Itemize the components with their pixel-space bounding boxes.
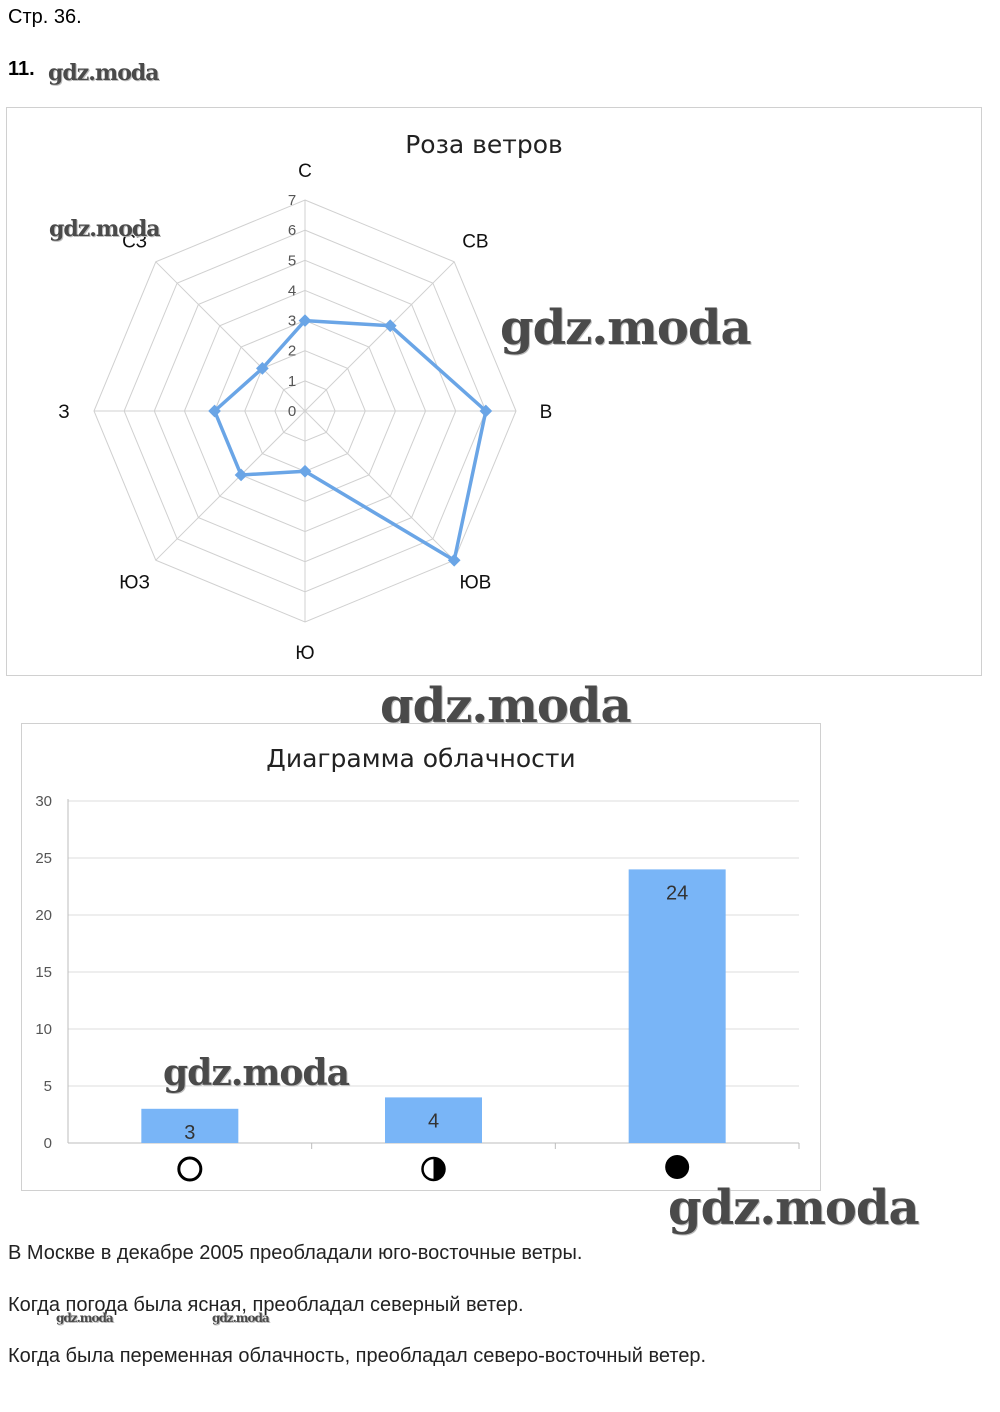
watermark: gdz.moda bbox=[48, 60, 160, 86]
radar-axis-line bbox=[155, 410, 306, 561]
radar-data-point bbox=[383, 319, 397, 333]
watermark: gdz.moda bbox=[56, 1311, 114, 1325]
bar-y-tick-label: 30 bbox=[35, 793, 52, 810]
watermark: gdz.moda bbox=[163, 1052, 350, 1094]
task-number: 11. bbox=[8, 58, 35, 80]
radar-tick-label: 4 bbox=[288, 282, 296, 299]
radar-chart: 0 1 2 3 4 5 6 7 С СВ В ЮВ Ю ЮЗ З СЗ bbox=[58, 161, 552, 664]
conclusion-line-2: Когда погода была ясная, преобладал севе… bbox=[8, 1294, 524, 1316]
conclusion-line-1: В Москве в декабре 2005 преобладали юго-… bbox=[8, 1242, 583, 1264]
radar-tick-labels: 0 1 2 3 4 5 6 7 bbox=[288, 192, 296, 420]
partly-cloudy-icon-half bbox=[433, 1158, 445, 1180]
radar-category-label: В bbox=[540, 402, 553, 423]
bar bbox=[628, 869, 726, 1143]
radar-tick-label: 2 bbox=[288, 343, 296, 360]
radar-category-label: ЮЗ bbox=[119, 572, 150, 593]
page-label: Стр. 36. bbox=[8, 6, 82, 28]
radar-axis-line bbox=[304, 410, 455, 561]
clear-sky-icon bbox=[177, 1156, 203, 1182]
bar-y-tick-labels: 0 5 10 15 20 25 30 bbox=[35, 793, 52, 1152]
radar-category-label: СЗ bbox=[122, 232, 147, 253]
bar-y-tick-label: 20 bbox=[35, 907, 52, 924]
bar-chart-title: Диаграмма облачности bbox=[266, 744, 576, 773]
bar bbox=[385, 1097, 482, 1143]
radar-tick-label: 1 bbox=[288, 373, 296, 390]
bar-chart-frame: Диаграмма облачности 0 5 10 15 20 25 30 3 4 24 bbox=[21, 723, 821, 1191]
bar-data-label: 4 bbox=[428, 1110, 439, 1132]
watermark: gdz.moda bbox=[500, 300, 752, 356]
radar-category-label: С bbox=[298, 161, 312, 182]
watermark: gdz.moda bbox=[212, 1311, 270, 1325]
watermark: gdz.moda bbox=[668, 1180, 920, 1236]
bar-data-label: 3 bbox=[184, 1122, 195, 1144]
bar bbox=[141, 1108, 239, 1143]
radar-data-point bbox=[256, 362, 269, 375]
watermark: gdz.moda bbox=[49, 216, 161, 242]
bar-data-label: 24 bbox=[666, 882, 688, 904]
bar-y-tick-label: 10 bbox=[35, 1021, 52, 1038]
radar-data-point bbox=[479, 404, 493, 418]
radar-data-point bbox=[298, 464, 312, 478]
radar-category-label: Ю bbox=[295, 643, 314, 664]
radar-tick-label: 0 bbox=[288, 403, 296, 420]
radar-data-point bbox=[234, 468, 248, 482]
bar-chart: 0 5 10 15 20 25 30 3 4 24 bbox=[35, 793, 800, 1182]
radar-tick-label: 3 bbox=[288, 313, 296, 330]
bar-y-tick-label: 5 bbox=[44, 1078, 52, 1095]
radar-category-label: ЮВ bbox=[459, 572, 491, 593]
radar-grid bbox=[93, 199, 517, 623]
bar-data-labels: 3 4 24 bbox=[184, 882, 688, 1143]
radar-series-line bbox=[212, 318, 488, 562]
bar-y-tick-label: 0 bbox=[44, 1135, 52, 1152]
radar-category-label: СВ bbox=[462, 232, 488, 253]
radar-tick-label: 7 bbox=[288, 192, 296, 209]
overcast-icon bbox=[665, 1155, 690, 1179]
radar-axis-line bbox=[155, 261, 306, 412]
bar-y-tick-label: 15 bbox=[35, 964, 52, 981]
radar-category-label: З bbox=[58, 402, 69, 423]
radar-data-point bbox=[208, 404, 221, 418]
bar-y-tick-label: 25 bbox=[35, 850, 52, 867]
conclusion-line-3: Когда была переменная облачность, преобл… bbox=[8, 1345, 707, 1367]
radar-tick-label: 5 bbox=[288, 252, 296, 269]
radar-axis-line bbox=[304, 261, 455, 412]
radar-series bbox=[208, 314, 493, 567]
radar-category-labels: С СВ В ЮВ Ю ЮЗ З СЗ bbox=[58, 161, 552, 664]
radar-data-point bbox=[298, 314, 312, 327]
bar-series bbox=[141, 869, 726, 1143]
bar-category-icons bbox=[177, 1155, 690, 1182]
radar-chart-frame: Роза ветров 0 1 2 3 4 5 6 7 С СВ В ЮВ Ю ЮЗ З СЗ gdz.mo… bbox=[6, 107, 982, 676]
radar-chart-title: Роза ветров bbox=[405, 130, 563, 159]
radar-tick-label: 6 bbox=[288, 222, 296, 239]
